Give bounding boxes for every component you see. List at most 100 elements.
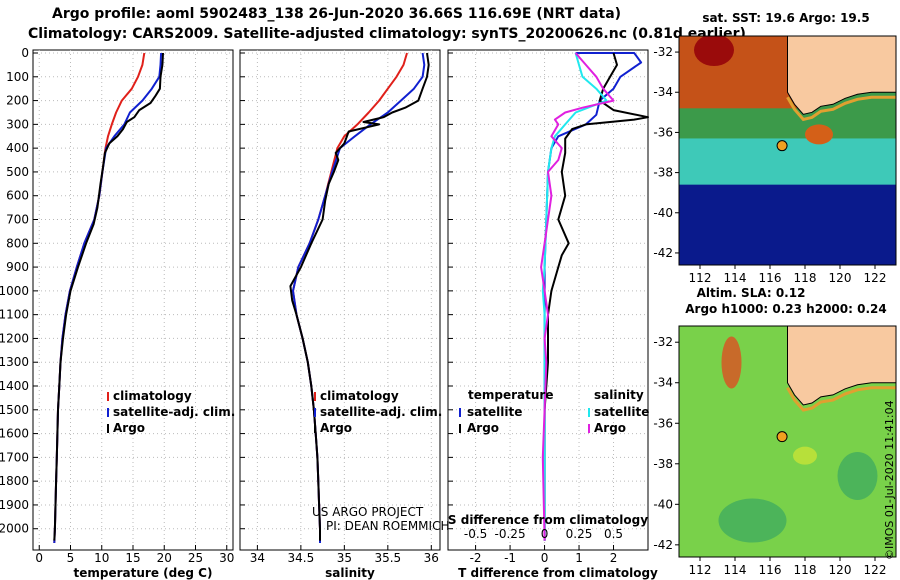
land-mass (794, 36, 896, 101)
lon-tick-label: 116 (759, 271, 782, 285)
float-position-marker (776, 431, 788, 443)
y-tick-label: 1600 (0, 427, 29, 441)
sla-high (721, 336, 742, 389)
y-tick-label: 200 (6, 94, 29, 108)
y-tick-label: 1400 (0, 379, 29, 393)
x-tick-label: 5 (67, 551, 75, 565)
sla-map-frame (678, 325, 897, 558)
lat-tick-label: -32 (653, 335, 673, 349)
s-tick-label: 0.25 (566, 527, 593, 541)
x-tick-label: -1 (504, 551, 516, 565)
float-position-marker (776, 140, 788, 152)
sst-map-title: sat. SST: 19.6 Argo: 19.5 (702, 11, 869, 25)
lat-tick-label: -42 (653, 538, 673, 552)
y-tick-label: 300 (6, 117, 29, 131)
y-tick-label: 1500 (0, 403, 29, 417)
legend-label: satellite-adj. clim. (113, 405, 235, 419)
s-tick-label: -0.5 (464, 527, 487, 541)
legend-label: Argo (320, 421, 352, 435)
series-line-salinity-argo (540, 52, 615, 541)
lon-tick-label: 122 (864, 271, 887, 285)
lat-tick-label: -32 (653, 45, 673, 59)
lon-tick-label: 114 (724, 271, 747, 285)
legend-title-salinity: salinity (594, 388, 644, 402)
sla-mid (793, 446, 817, 465)
y-tick-label: 1900 (0, 498, 29, 512)
x-tick-label: 30 (219, 551, 234, 565)
lat-tick-label: -38 (653, 457, 673, 471)
series-line-temperature-argo (543, 52, 649, 541)
x-axis-label: T difference from climatology (458, 566, 658, 580)
y-tick-label: 2000 (0, 522, 29, 536)
x-tick-label: 25 (188, 551, 203, 565)
land-mass (794, 326, 896, 391)
legend-label: satellite-adj. clim. (320, 405, 442, 419)
x-tick-label: 35 (337, 551, 352, 565)
y-tick-label: 900 (6, 260, 29, 274)
s-axis-label: S difference from climatology (448, 513, 648, 527)
legend-label: satellite (467, 405, 522, 419)
s-tick-label: -0.25 (495, 527, 526, 541)
lat-tick-label: -34 (653, 85, 673, 99)
coastal-band (786, 95, 896, 122)
timestamp-label: ©IMOS 01-Jul-2020 11:41:04 (883, 400, 896, 560)
sst-map-content (679, 36, 896, 265)
sla-map-subtitle: Argo h1000: 0.23 h2000: 0.24 (685, 302, 886, 316)
lat-tick-label: -40 (653, 206, 673, 220)
lat-tick-label: -36 (653, 125, 673, 139)
lon-tick-label: 118 (794, 563, 817, 577)
x-axis-label: temperature (deg C) (74, 566, 213, 580)
lon-tick-label: 122 (864, 563, 887, 577)
sla-map-title: Altim. SLA: 0.12 (697, 286, 806, 300)
x-tick-label: 15 (125, 551, 140, 565)
annotation-project: US ARGO PROJECT (312, 505, 424, 519)
lon-tick-label: 112 (689, 271, 712, 285)
panel-salinity: 34 34.5 35 35.5 36 salinity climatology satelli… (239, 49, 449, 580)
sst-map-frame (678, 35, 897, 266)
lat-tick-label: -34 (653, 376, 673, 390)
chart-title-line2: Climatology: CARS2009. Satellite-adjuste… (28, 26, 746, 42)
lon-tick-label: 120 (829, 271, 852, 285)
x-tick-label: 10 (94, 551, 109, 565)
panel-frame (239, 49, 441, 551)
legend-label: climatology (320, 389, 399, 403)
legend-label: climatology (113, 389, 192, 403)
x-tick-label: 34.5 (288, 551, 315, 565)
s-tick-label: 0.5 (604, 527, 623, 541)
lon-tick-label: 120 (829, 563, 852, 577)
legend-label: Argo (594, 421, 626, 435)
legend-title-temperature: temperature (468, 388, 553, 402)
y-tick-label: 700 (6, 213, 29, 227)
legend-label: Argo (467, 421, 499, 435)
lon-tick-label: 114 (724, 563, 747, 577)
lat-tick-label: -40 (653, 497, 673, 511)
sla-map: -32 -34 -36 -38 -40 -42 112 114 116 118 120 122 (653, 325, 897, 577)
panel-temperature: 0100200300400500600700800900100011001200… (0, 46, 235, 580)
sla-low (718, 498, 787, 543)
y-tick-label: 400 (6, 141, 29, 155)
lat-tick-label: -38 (653, 166, 673, 180)
x-tick-label: 35.5 (374, 551, 401, 565)
y-tick-label: 1300 (0, 355, 29, 369)
sla-low (837, 451, 878, 500)
y-tick-label: 0 (21, 46, 29, 60)
x-axis-label: salinity (325, 566, 375, 580)
lat-tick-label: -42 (653, 246, 673, 260)
x-tick-label: 0 (35, 551, 43, 565)
x-tick-label: 2 (610, 551, 618, 565)
x-tick-label: 34 (250, 551, 265, 565)
y-tick-label: 100 (6, 70, 29, 84)
legend-label: satellite (594, 405, 649, 419)
series-line-argo (53, 52, 164, 541)
x-tick-label: 36 (424, 551, 439, 565)
x-tick-label: 0 (541, 551, 549, 565)
sst-eddy (805, 124, 833, 145)
chart-title-line1: Argo profile: aoml 5902483_138 26-Jun-20… (52, 6, 622, 22)
annotation-pi: PI: DEAN ROEMMICH (326, 519, 449, 533)
y-tick-label: 800 (6, 236, 29, 250)
legend-label: Argo (113, 421, 145, 435)
y-tick-label: 1200 (0, 331, 29, 345)
sla-map-content (679, 326, 896, 557)
sst-peak-water (694, 36, 734, 67)
